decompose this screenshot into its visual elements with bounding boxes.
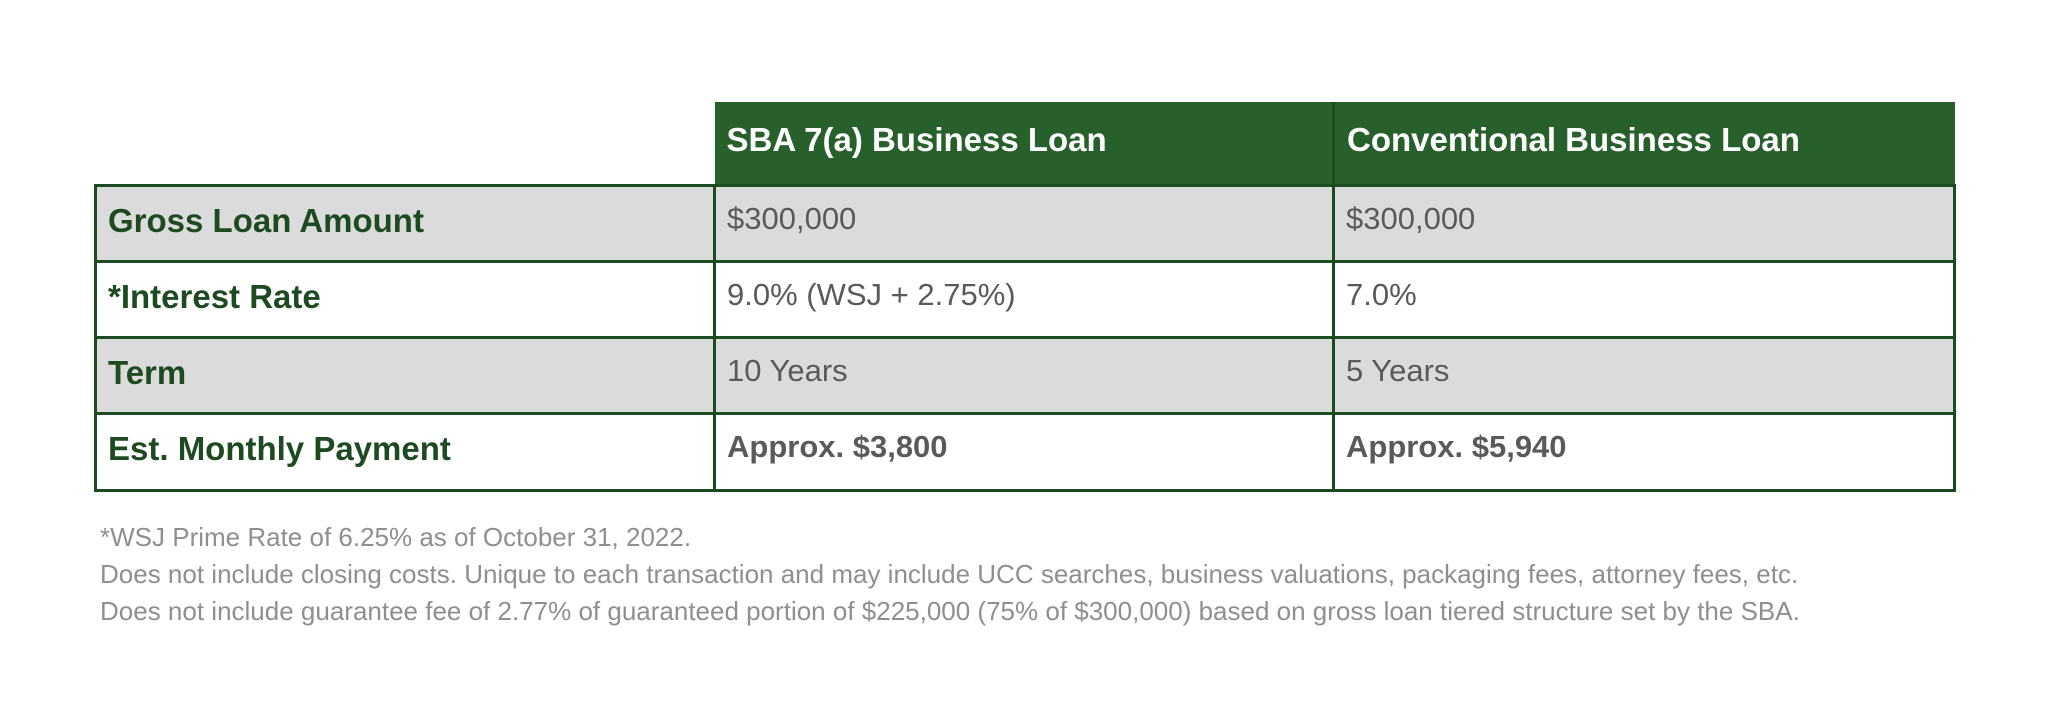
cell-monthly-payment-conventional: Approx. $5,940 [1332, 411, 1956, 492]
header-sba-loan: SBA 7(a) Business Loan [714, 102, 1334, 185]
table-row-est-monthly-payment: Est. Monthly Payment Approx. $3,800 Appr… [94, 411, 1956, 492]
cell-term-conventional: 5 Years [1332, 335, 1956, 415]
row-label-interest-rate: *Interest Rate [94, 259, 716, 339]
header-conventional-loan: Conventional Business Loan [1332, 102, 1955, 185]
row-label-gross-loan-amount: Gross Loan Amount [94, 183, 716, 263]
table-row-gross-loan-amount: Gross Loan Amount $300,000 $300,000 [94, 183, 1956, 263]
row-label-est-monthly-payment: Est. Monthly Payment [94, 411, 716, 492]
footnote-guarantee-fee: Does not include guarantee fee of 2.77% … [100, 596, 1800, 626]
row-label-term: Term [94, 335, 716, 415]
cell-interest-rate-sba: 9.0% (WSJ + 2.75%) [713, 259, 1335, 339]
cell-monthly-payment-sba: Approx. $3,800 [713, 411, 1335, 492]
cell-gross-loan-sba: $300,000 [713, 183, 1335, 263]
table-row-term: Term 10 Years 5 Years [94, 335, 1956, 415]
table-header-row: SBA 7(a) Business Loan Conventional Busi… [96, 102, 1955, 185]
header-spacer-cell [96, 102, 715, 185]
cell-interest-rate-conventional: 7.0% [1332, 259, 1956, 339]
cell-gross-loan-conventional: $300,000 [1332, 183, 1956, 263]
table-row-interest-rate: *Interest Rate 9.0% (WSJ + 2.75%) 7.0% [94, 259, 1956, 339]
footnotes: *WSJ Prime Rate of 6.25% as of October 3… [100, 519, 1980, 630]
loan-comparison-table: SBA 7(a) Business Loan Conventional Busi… [94, 102, 1956, 492]
footnote-closing-costs: Does not include closing costs. Unique t… [100, 559, 1799, 589]
footnote-wsj-prime-rate: *WSJ Prime Rate of 6.25% as of October 3… [100, 522, 692, 552]
cell-term-sba: 10 Years [713, 335, 1335, 415]
